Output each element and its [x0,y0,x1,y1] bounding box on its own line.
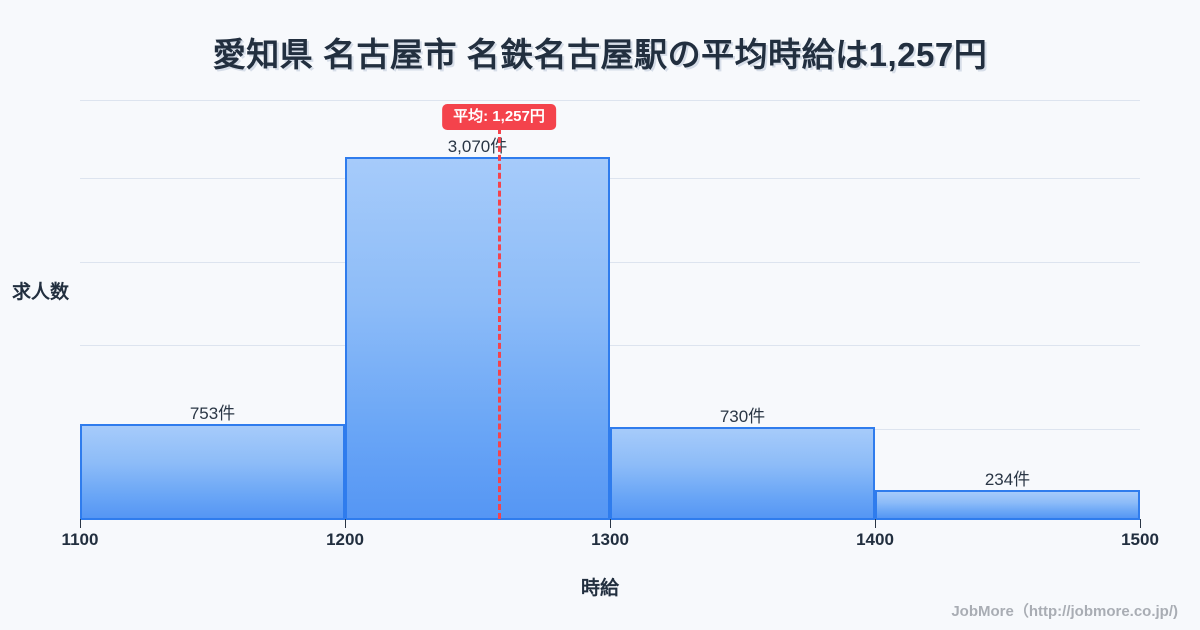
gridline [80,262,1140,263]
x-axis-tick [1140,519,1141,528]
x-axis-tick-label: 1400 [856,530,894,549]
gridline [80,178,1140,179]
bar-bin-1400-1500[interactable] [875,490,1140,520]
x-axis-tick-label: 1300 [591,530,629,549]
bar-value-label: 234件 [984,470,1031,489]
average-badge: 平均: 1,257円 [442,104,556,131]
x-axis-tick-label: 1500 [1121,530,1159,549]
bar-value-label: 3,070件 [447,137,508,156]
x-axis-title: 時給 [580,578,619,599]
y-axis-title: 求人数 [12,282,70,303]
x-axis-tick [610,519,611,528]
gridline [80,100,1140,101]
x-axis-tick [80,519,81,528]
watermark-credit: JobMore（http://jobmore.co.jp/) [951,603,1178,620]
bar-bin-1100-1200[interactable] [80,424,345,520]
bar-bin-1300-1400[interactable] [610,427,875,520]
bar-bin-1200-1300[interactable] [345,157,610,520]
x-axis-tick-label: 1200 [326,530,364,549]
x-axis-tick [875,519,876,528]
average-line [498,128,501,519]
x-axis-tick [345,519,346,528]
page-title: 愛知県 名古屋市 名鉄名古屋駅の平均時給は1,257円 [212,36,988,73]
x-axis-tick-label: 1100 [61,530,99,549]
bar-value-label: 730件 [719,407,766,426]
bar-value-label: 753件 [189,404,236,423]
gridline [80,345,1140,346]
